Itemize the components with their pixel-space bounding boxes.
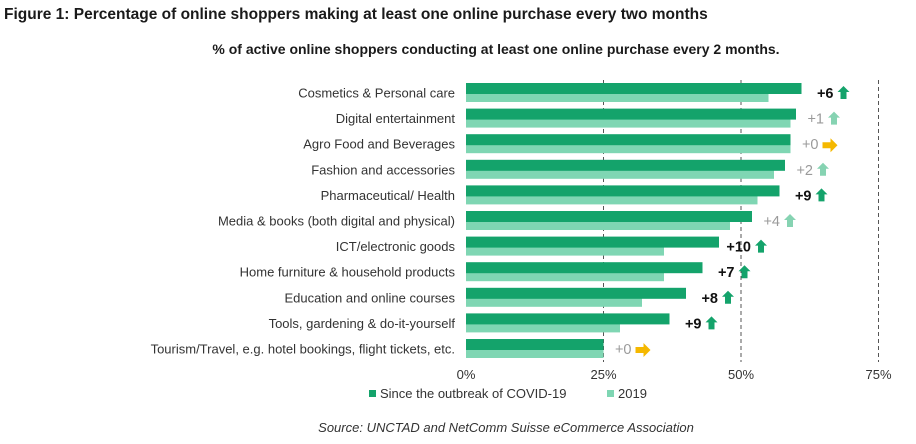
arrow-up-icon bbox=[755, 239, 767, 253]
arrow-up-icon bbox=[722, 290, 734, 304]
bar-since-covid bbox=[466, 339, 604, 350]
bar-since-covid bbox=[466, 83, 802, 94]
arrow-up-icon bbox=[817, 162, 829, 176]
arrow-up-icon bbox=[828, 111, 840, 125]
category-label: Agro Food and Beverages bbox=[303, 137, 455, 152]
bar-2019 bbox=[466, 194, 758, 205]
category-label: ICT/electronic goods bbox=[336, 239, 456, 254]
arrow-up-icon bbox=[738, 265, 751, 279]
bar-2019 bbox=[466, 271, 664, 282]
bar-2019 bbox=[466, 143, 791, 154]
delta-label: +2 bbox=[796, 163, 813, 179]
bar-2019 bbox=[466, 296, 642, 307]
bar-2019 bbox=[466, 117, 791, 128]
delta-label: +9 bbox=[685, 316, 702, 332]
bar-2019 bbox=[466, 348, 604, 358]
bar-since-covid bbox=[466, 185, 780, 197]
delta-label: +8 bbox=[701, 291, 718, 307]
source-note: Source: UNCTAD and NetComm Suisse eComme… bbox=[318, 420, 694, 435]
bar-since-covid bbox=[466, 159, 785, 171]
bar-since-covid bbox=[466, 108, 796, 120]
legend-swatch-since-covid bbox=[369, 390, 376, 397]
arrow-right-icon bbox=[822, 138, 838, 153]
figure-title: Figure 1: Percentage of online shoppers … bbox=[4, 6, 708, 23]
x-tick-label: 75% bbox=[865, 367, 891, 382]
legend-swatch-2019 bbox=[607, 390, 614, 397]
delta-label: +10 bbox=[726, 240, 751, 256]
delta-label: +0 bbox=[615, 342, 632, 358]
legend-label-2019: 2019 bbox=[618, 386, 647, 401]
bar-since-covid bbox=[466, 262, 703, 274]
bar-since-covid bbox=[466, 134, 791, 146]
delta-label: +7 bbox=[718, 265, 735, 281]
arrow-up-icon bbox=[784, 214, 796, 227]
delta-label: +0 bbox=[802, 137, 819, 153]
bar-since-covid bbox=[466, 236, 719, 248]
category-label: Digital entertainment bbox=[336, 111, 456, 126]
arrow-up-icon bbox=[837, 86, 850, 99]
delta-label: +1 bbox=[807, 112, 824, 128]
category-label: Cosmetics & Personal care bbox=[298, 86, 455, 101]
category-label: Education and online courses bbox=[284, 290, 455, 305]
bar-2019 bbox=[466, 322, 620, 333]
arrow-right-icon bbox=[635, 343, 651, 357]
category-label: Media & books (both digital and physical… bbox=[218, 214, 455, 229]
category-label: Tourism/Travel, e.g. hotel bookings, fli… bbox=[151, 342, 455, 357]
bar-2019 bbox=[466, 92, 769, 102]
chart-title: % of active online shoppers conducting a… bbox=[212, 41, 780, 57]
delta-label: +6 bbox=[817, 86, 834, 102]
x-tick-label: 50% bbox=[728, 367, 754, 382]
category-label: Fashion and accessories bbox=[311, 162, 455, 177]
x-tick-label: 25% bbox=[590, 367, 616, 382]
bar-2019 bbox=[466, 168, 774, 179]
legend-label-since-covid: Since the outbreak of COVID-19 bbox=[380, 386, 566, 401]
bar-2019 bbox=[466, 245, 664, 256]
category-label: Pharmaceutical/ Health bbox=[321, 188, 455, 203]
category-label: Home furniture & household products bbox=[240, 265, 456, 280]
arrow-up-icon bbox=[815, 188, 828, 202]
bar-since-covid bbox=[466, 211, 752, 222]
delta-label: +4 bbox=[763, 214, 780, 230]
bar-since-covid bbox=[466, 287, 686, 299]
delta-label: +9 bbox=[795, 188, 812, 204]
arrow-up-icon bbox=[705, 316, 718, 330]
x-tick-label: 0% bbox=[457, 367, 476, 382]
bar-2019 bbox=[466, 220, 730, 230]
bar-since-covid bbox=[466, 313, 670, 325]
category-label: Tools, gardening & do-it-yourself bbox=[269, 316, 456, 331]
